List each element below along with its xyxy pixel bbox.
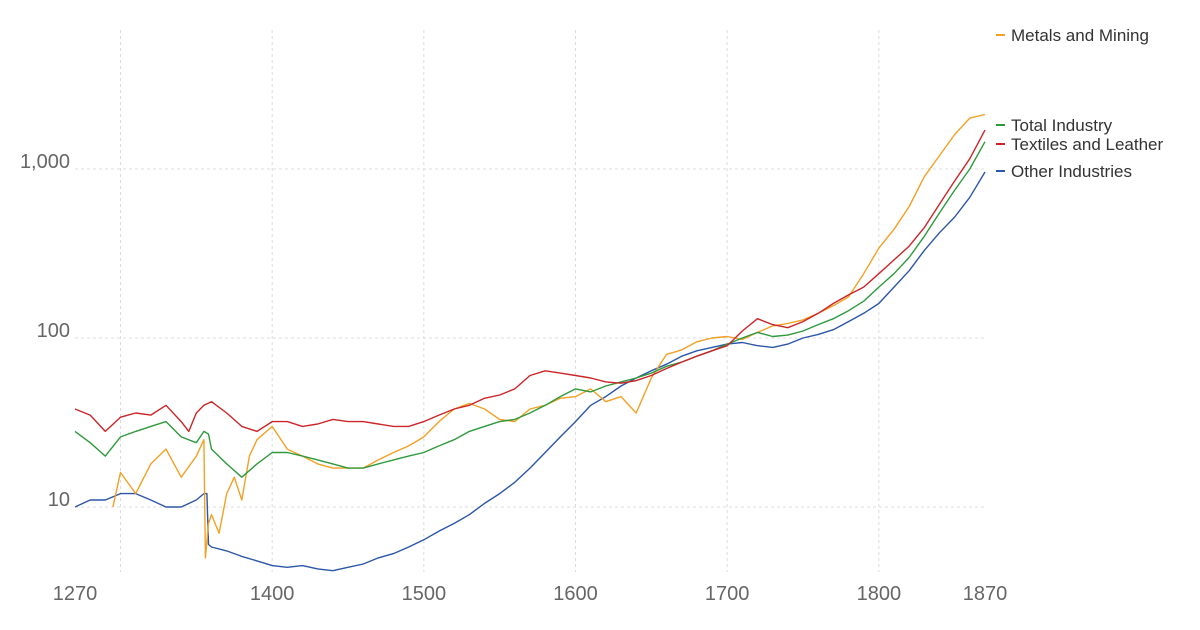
series-line-total-industry bbox=[74, 141, 986, 478]
y-tick-label: 100 bbox=[37, 320, 70, 342]
x-tick-label: 1700 bbox=[705, 583, 750, 605]
series-line-textiles-and-leather bbox=[74, 129, 986, 433]
x-tick-label: 1400 bbox=[250, 583, 295, 605]
x-tick-label: 1600 bbox=[553, 583, 598, 605]
y-axis-tick-labels: 10 100 1,000 bbox=[20, 151, 70, 511]
y-tick-label: 10 bbox=[48, 489, 70, 511]
series-line-metals-and-mining bbox=[112, 113, 986, 559]
series-lines bbox=[74, 113, 986, 572]
legend-label-textiles-and-leather: Textiles and Leather bbox=[1011, 135, 1163, 154]
x-tick-label: 1270 bbox=[53, 583, 98, 605]
series-line-other-industries bbox=[74, 171, 986, 572]
legend-label-total-industry: Total Industry bbox=[1011, 116, 1113, 135]
legend-label-metals-and-mining: Metals and Mining bbox=[1011, 26, 1149, 45]
vertical-gridlines bbox=[120, 30, 880, 572]
horizontal-gridlines bbox=[75, 168, 985, 508]
x-tick-label: 1870 bbox=[963, 583, 1008, 605]
x-tick-label: 1500 bbox=[402, 583, 447, 605]
legend: Metals and Mining Total IndustryTextiles … bbox=[996, 26, 1163, 181]
x-axis-tick-labels: 1270 1400 1500 1600 1700 1800 1870 bbox=[53, 583, 1008, 605]
legend-label-other-industries: Other Industries bbox=[1011, 162, 1132, 181]
x-tick-label: 1800 bbox=[857, 583, 902, 605]
y-tick-label: 1,000 bbox=[20, 151, 70, 173]
